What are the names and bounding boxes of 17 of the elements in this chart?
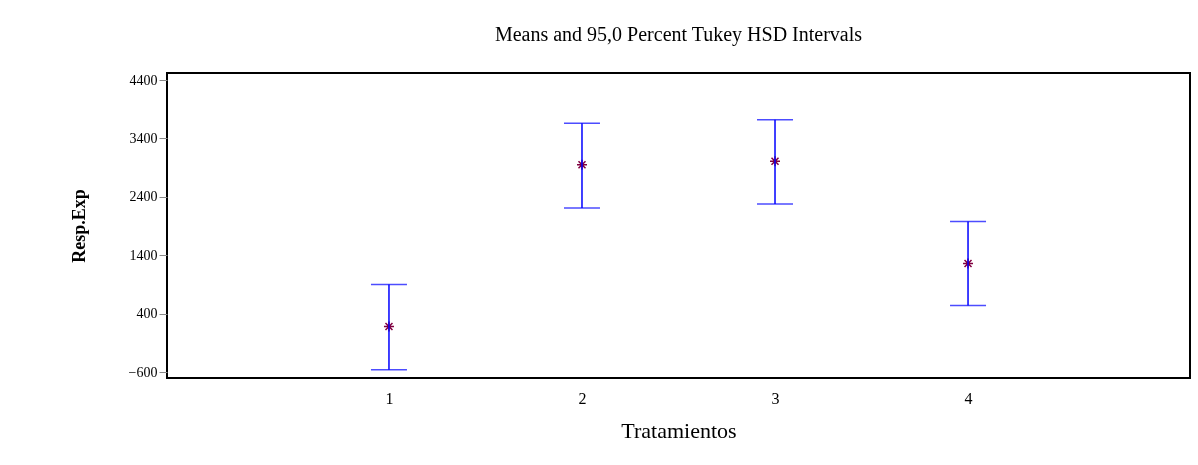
y-tick-label: 4400 (129, 72, 158, 88)
point (576, 158, 588, 171)
y-axis-title: Resp.Exp (68, 189, 89, 263)
x-tick-label: 3 (771, 389, 780, 407)
x-tick-label: 1 (385, 389, 394, 407)
y-tick-label: 3400 (129, 130, 158, 146)
y-tick-label: 1400 (129, 247, 158, 263)
point (383, 320, 395, 333)
x-tick-label: 2 (578, 389, 587, 407)
y-tick-label: 2400 (129, 189, 158, 205)
point (962, 257, 974, 270)
x-tick-label: 4 (964, 389, 973, 407)
chart-title: Means and 95,0 Percent Tukey HSD Intervals (494, 23, 863, 46)
x-axis-title: Tratamientos (621, 417, 737, 443)
point (769, 155, 781, 167)
y-tick-label: −600 (128, 364, 158, 380)
y-tick-label: 400 (136, 306, 158, 322)
